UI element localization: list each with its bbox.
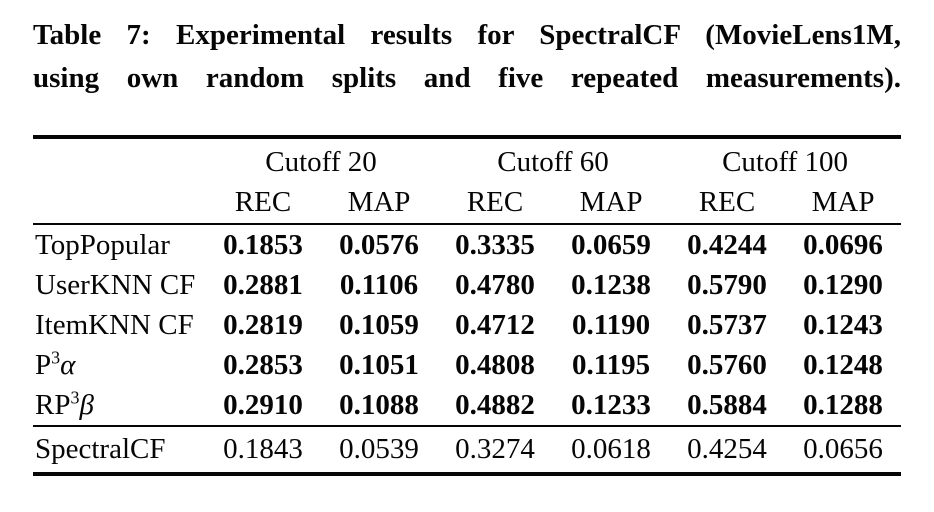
caption-line-2: using own random splits and five repeate… xyxy=(33,62,901,94)
table-row: ItemKNN CF 0.2819 0.1059 0.4712 0.1190 0.5737… xyxy=(33,305,901,345)
method-label: RP3β xyxy=(33,385,205,426)
metric-value: 0.2853 xyxy=(223,348,303,381)
metric-value: 0.2819 xyxy=(223,308,303,341)
metric-value: 0.1853 xyxy=(223,228,303,261)
table-header: Cutoff 20 Cutoff 60 Cutoff 100 REC MAP R… xyxy=(33,137,902,224)
corner-cell xyxy=(33,137,205,181)
metric-value: 0.2910 xyxy=(223,388,303,421)
metric-value: 0.4882 xyxy=(455,388,535,421)
greek-letter: β xyxy=(79,388,94,421)
column-group-cutoff-20: Cutoff 20 xyxy=(265,146,377,178)
metric-value: 0.2881 xyxy=(223,268,303,301)
column-group-cutoff-60: Cutoff 60 xyxy=(497,146,609,178)
metric-value: 0.4712 xyxy=(455,308,535,341)
method-name-text: UserKNN CF xyxy=(35,268,196,301)
method-name-text: P xyxy=(35,348,52,381)
method-label: ItemKNN CF xyxy=(33,305,205,345)
method-name-text: SpectralCF xyxy=(35,433,166,465)
metric-value: 0.1088 xyxy=(339,388,419,421)
metric-value: 0.1051 xyxy=(339,348,419,381)
metric-value: 0.1238 xyxy=(571,268,651,301)
results-table: Cutoff 20 Cutoff 60 Cutoff 100 REC MAP R… xyxy=(33,135,902,476)
superscript: 3 xyxy=(51,346,61,367)
caption-line-1: Table 7: Experimental results for Spectr… xyxy=(33,19,901,51)
method-name-text: ItemKNN CF xyxy=(35,308,194,341)
metric-value: 0.4244 xyxy=(687,228,767,261)
metric-value: 0.1106 xyxy=(339,268,419,301)
metric-value: 0.1248 xyxy=(803,348,883,381)
method-name-text: TopPopular xyxy=(35,228,170,261)
method-label: SpectralCF xyxy=(33,426,205,474)
metric-value: 0.4780 xyxy=(455,268,535,301)
metric-value: 0.3335 xyxy=(455,228,535,261)
metric-value: 0.1288 xyxy=(803,388,883,421)
metric-value: 0.1243 xyxy=(803,308,883,341)
subheader-map: MAP xyxy=(579,185,643,218)
table-caption: Table 7: Experimental results for Spectr… xyxy=(33,14,901,100)
metric-value: 0.3274 xyxy=(455,433,535,465)
metric-value: 0.4254 xyxy=(687,433,767,465)
subheader-rec: REC xyxy=(698,185,756,218)
corner-cell xyxy=(33,181,205,224)
metric-value: 0.1290 xyxy=(803,268,883,301)
method-label: P3α xyxy=(33,345,205,385)
table-row-spectralcf: SpectralCF 0.1843 0.0539 0.3274 0.0618 0.4254… xyxy=(33,426,901,474)
metric-value: 0.5737 xyxy=(687,308,767,341)
metric-value: 0.1190 xyxy=(571,308,651,341)
subheader-map: MAP xyxy=(347,185,411,218)
subheader-map: MAP xyxy=(811,185,875,218)
metric-value: 0.1233 xyxy=(571,388,651,421)
superscript: 3 xyxy=(70,386,80,407)
metric-header-row: REC MAP REC MAP REC MAP xyxy=(33,181,902,224)
subheader-rec: REC xyxy=(234,185,292,218)
metric-value: 0.0659 xyxy=(571,228,651,261)
baseline-rows: TopPopular 0.1853 0.0576 0.3335 0.0659 0.4244… xyxy=(33,224,902,426)
method-label: UserKNN CF xyxy=(33,265,205,305)
subheader-rec: REC xyxy=(466,185,524,218)
method-name-text: RP xyxy=(35,388,71,421)
metric-value: 0.4808 xyxy=(455,348,535,381)
metric-value: 0.0696 xyxy=(803,228,883,261)
greek-letter: α xyxy=(60,348,76,381)
metric-value: 0.5760 xyxy=(687,348,767,381)
metric-value: 0.1059 xyxy=(339,308,419,341)
metric-value: 0.5790 xyxy=(687,268,767,301)
metric-value: 0.1195 xyxy=(571,348,651,381)
metric-value: 0.0539 xyxy=(339,433,419,465)
metric-value: 0.0618 xyxy=(571,433,651,465)
table-row: UserKNN CF 0.2881 0.1106 0.4780 0.1238 0.5790… xyxy=(33,265,901,305)
metric-value: 0.1843 xyxy=(223,433,303,465)
metric-value: 0.0656 xyxy=(803,433,883,465)
metric-value: 0.5884 xyxy=(687,388,767,421)
table-row: P3α 0.2853 0.1051 0.4808 0.1195 0.5760 0.1248 xyxy=(33,345,901,385)
column-group-row: Cutoff 20 Cutoff 60 Cutoff 100 xyxy=(33,137,901,181)
method-label: TopPopular xyxy=(33,224,205,265)
spectralcf-row-section: SpectralCF 0.1843 0.0539 0.3274 0.0618 0.4254… xyxy=(33,426,901,474)
column-group-cutoff-100: Cutoff 100 xyxy=(722,146,849,178)
metric-value: 0.0576 xyxy=(339,228,419,261)
table-row: TopPopular 0.1853 0.0576 0.3335 0.0659 0.4244… xyxy=(33,224,901,265)
table-row: RP3β 0.2910 0.1088 0.4882 0.1233 0.5884 0.1288 xyxy=(33,385,901,426)
